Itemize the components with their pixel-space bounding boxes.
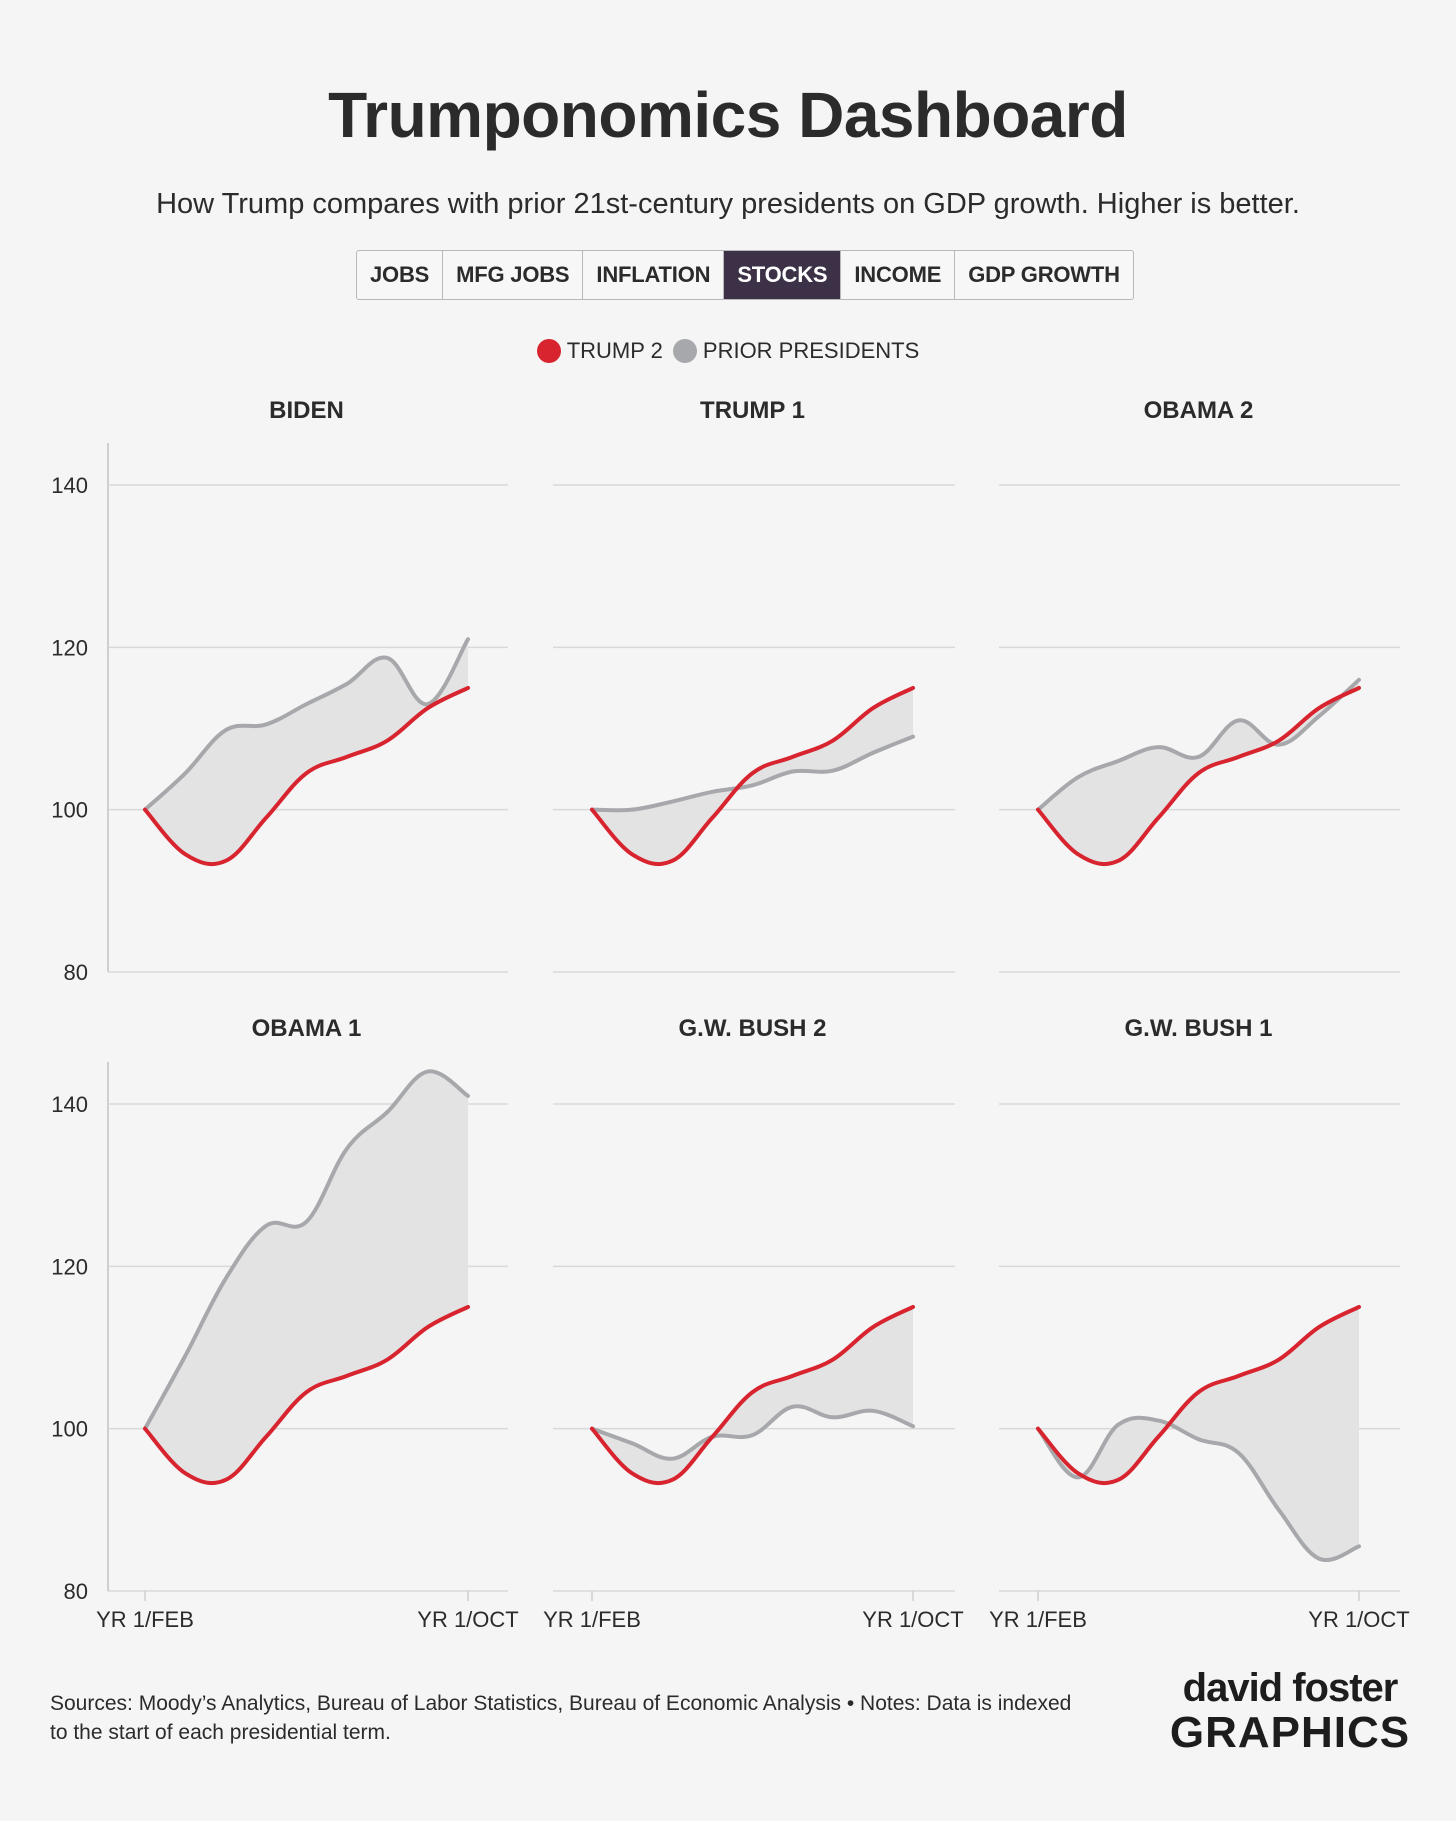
prior-line-biden bbox=[143, 637, 470, 812]
footnote: Sources: Moody’s Analytics, Bureau of La… bbox=[50, 1692, 1072, 1744]
y-tick-label-100-obama-1: 100 bbox=[51, 1417, 88, 1442]
prior-line-obama-2 bbox=[1036, 677, 1361, 812]
prior-line-g-w-bush-1 bbox=[1036, 1415, 1361, 1562]
tab-income[interactable]: INCOME bbox=[841, 251, 956, 299]
x-tick-label-1-g-w-bush-2: YR 1/OCT bbox=[862, 1607, 963, 1632]
prior-line-trump-1 bbox=[590, 734, 915, 813]
trump-line-biden bbox=[143, 685, 470, 867]
legend-label-trump: TRUMP 2 bbox=[566, 338, 663, 363]
prior-line-g-w-bush-2 bbox=[590, 1404, 915, 1461]
legend-item-prior: PRIOR PRESIDENTS bbox=[672, 338, 920, 364]
y-tick-label-120-obama-1: 120 bbox=[51, 1254, 88, 1279]
tab-mfg-jobs[interactable]: MFG JOBS bbox=[443, 251, 584, 299]
trump-line-obama-2 bbox=[1036, 685, 1361, 867]
legend-swatch-trump bbox=[536, 339, 561, 363]
gap-area-biden bbox=[145, 639, 468, 865]
legend-item-trump: TRUMP 2 bbox=[536, 338, 663, 364]
gap-area-obama-1 bbox=[145, 1071, 468, 1484]
y-tick-label-140-obama-1: 140 bbox=[51, 1092, 88, 1117]
tab-gdp-growth[interactable]: GDP GROWTH bbox=[968, 262, 1120, 287]
panel-title-obama-1: OBAMA 1 bbox=[252, 1015, 362, 1042]
tab-inflation[interactable]: INFLATION bbox=[583, 251, 725, 299]
gap-area-g-w-bush-1 bbox=[1038, 1306, 1359, 1561]
brand-logo: david foster GRAPHICS bbox=[1160, 1666, 1420, 1756]
trump-line-g-w-bush-2 bbox=[590, 1304, 915, 1486]
logo-text-top: david foster bbox=[1182, 1666, 1399, 1710]
tab-stocks[interactable]: STOCKS bbox=[724, 251, 842, 299]
page-title: Trumponomics Dashboard bbox=[328, 79, 1128, 151]
prior-line-obama-1 bbox=[143, 1069, 470, 1431]
y-tick-label-100-biden: 100 bbox=[51, 798, 88, 823]
chart-legend: TRUMP 2 PRIOR PRESIDENTS bbox=[0, 338, 1456, 364]
legend-swatch-prior bbox=[672, 339, 697, 363]
x-tick-label-0-obama-1: YR 1/FEB bbox=[96, 1607, 194, 1632]
logo-text-bottom: GRAPHICS bbox=[1169, 1708, 1411, 1757]
y-tick-label-80-biden: 80 bbox=[64, 960, 88, 985]
x-tick-label-0-g-w-bush-2: YR 1/FEB bbox=[543, 1607, 641, 1632]
y-tick-label-140-biden: 140 bbox=[51, 473, 88, 498]
small-multiples-chart: 80 100 120 140 BIDEN TRUMP 1 OBAMA 2 80 100 120 14… bbox=[51, 397, 1409, 1632]
panel-title-biden: BIDEN bbox=[269, 397, 344, 424]
trump-line-g-w-bush-1 bbox=[1036, 1304, 1361, 1486]
tab-jobs[interactable]: JOBS bbox=[357, 251, 444, 299]
metric-tabs: JOBS MFG JOBS INFLATION STOCKS INCOME GD… bbox=[356, 250, 1134, 300]
y-tick-label-80-obama-1: 80 bbox=[64, 1579, 88, 1604]
panel-title-g-w-bush-1: G.W. BUSH 1 bbox=[1124, 1015, 1272, 1042]
y-tick-label-120-biden: 120 bbox=[51, 635, 88, 660]
gap-area-g-w-bush-2 bbox=[592, 1306, 913, 1484]
trump-line-trump-1 bbox=[590, 685, 915, 867]
panel-title-trump-1: TRUMP 1 bbox=[700, 397, 805, 424]
panel-title-obama-2: OBAMA 2 bbox=[1144, 397, 1254, 424]
x-tick-label-1-obama-1: YR 1/OCT bbox=[417, 1607, 518, 1632]
legend-label-prior: PRIOR PRESIDENTS bbox=[702, 338, 920, 363]
x-tick-label-0-g-w-bush-1: YR 1/FEB bbox=[989, 1607, 1087, 1632]
trump-line-obama-1 bbox=[143, 1304, 470, 1486]
x-tick-label-1-g-w-bush-1: YR 1/OCT bbox=[1308, 1607, 1409, 1632]
panel-title-g-w-bush-2: G.W. BUSH 2 bbox=[678, 1015, 826, 1042]
page-subtitle: How Trump compares with prior 21st-centu… bbox=[156, 188, 1300, 220]
gap-area-trump-1 bbox=[592, 687, 913, 865]
